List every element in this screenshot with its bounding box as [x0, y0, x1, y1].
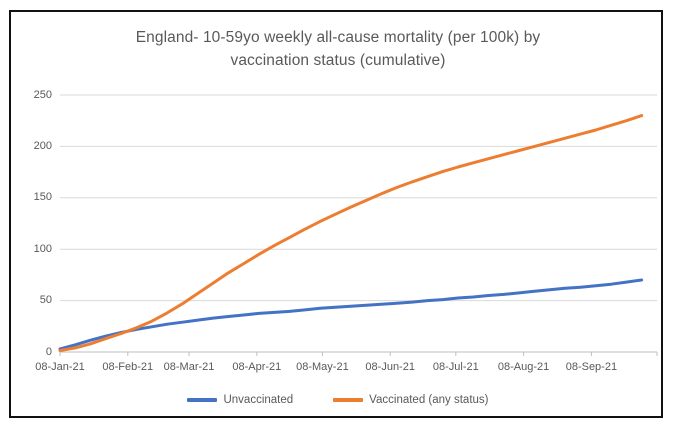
series-line-unvaccinated [58, 278, 644, 351]
x-axis-tick-label: 08-Apr-21 [232, 361, 282, 373]
y-axis-tick-label: 50 [39, 294, 52, 307]
x-axis-tick-label: 08-Mar-21 [163, 361, 215, 373]
y-axis-tick-label: 0 [45, 345, 52, 358]
x-axis-tick-label: 08-Sep-21 [565, 361, 618, 373]
y-axis-tick-label: 150 [33, 191, 52, 204]
chart-title-line2: vaccination status (cumulative) [230, 52, 446, 69]
y-axis-tick-label: 200 [33, 139, 52, 152]
legend-label: Vaccinated (any status) [369, 394, 489, 406]
legend-swatch [333, 398, 364, 402]
chart-title-line1: England- 10-59yo weekly all-cause mortal… [135, 29, 541, 46]
legend-swatch [187, 398, 218, 402]
legend: Unvaccinated Vaccinated (any status) [0, 394, 676, 406]
x-axis-tick-label: 08-Feb-21 [102, 361, 154, 373]
x-axis-tick-label: 08-Jul-21 [432, 361, 479, 373]
legend-item-unvaccinated: Unvaccinated [187, 394, 293, 406]
y-axis-tick-label: 100 [33, 242, 52, 255]
y-axis-tick-label: 250 [33, 88, 52, 101]
legend-item-vaccinated-any-status: Vaccinated (any status) [333, 394, 489, 406]
x-axis-tick-label: 08-Aug-21 [497, 361, 550, 373]
x-axis-tick-label: 08-Jan-21 [35, 361, 85, 373]
series-line-vaccinated-any-status [58, 114, 644, 352]
x-axis-tick-label: 08-Jun-21 [365, 361, 415, 373]
chart-title: England- 10-59yo weekly all-cause mortal… [0, 26, 676, 72]
x-axis-tick-label: 08-May-21 [296, 361, 349, 373]
legend-label: Unvaccinated [223, 394, 294, 406]
